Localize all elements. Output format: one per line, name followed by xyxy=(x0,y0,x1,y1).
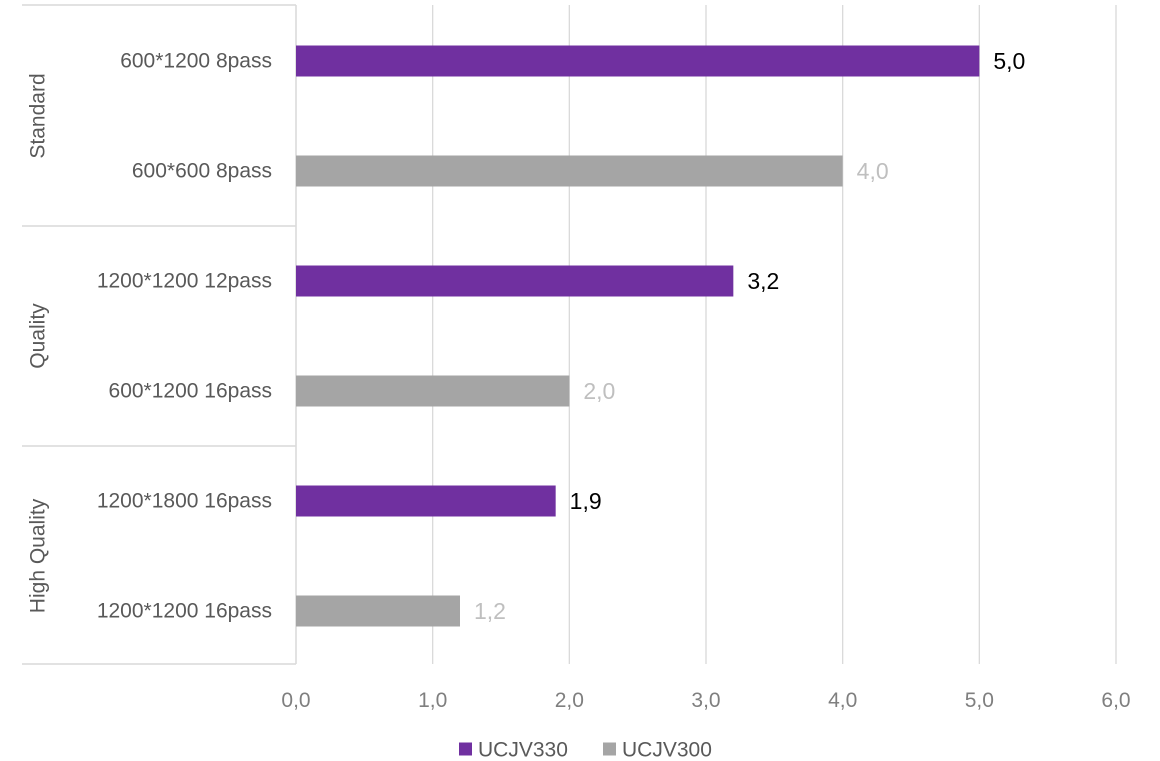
data-label: 5,0 xyxy=(993,48,1025,74)
x-tick-label: 2,0 xyxy=(555,689,584,712)
category-label: 1200*1800 16pass xyxy=(97,490,272,513)
category-label: 1200*1200 12pass xyxy=(97,270,272,293)
x-tick-label: 3,0 xyxy=(691,689,720,712)
bars xyxy=(296,45,980,627)
bar-ucjv330 xyxy=(296,265,734,297)
group-label: High Quality xyxy=(27,498,50,613)
category-label: 600*1200 8pass xyxy=(120,50,272,73)
group-label: Standard xyxy=(27,73,50,158)
x-tick-label: 0,0 xyxy=(281,689,310,712)
bar-ucjv330 xyxy=(296,485,556,517)
legend-swatch-ucjv300 xyxy=(603,742,616,756)
labels: 0,0 1,0 2,0 3,0 4,0 5,0 6,0 600*1200 8pass 5,0 60… xyxy=(27,48,1131,712)
data-label: 4,0 xyxy=(857,158,889,184)
bar-ucjv300 xyxy=(296,155,843,187)
data-label: 3,2 xyxy=(747,268,779,294)
x-tick-label: 4,0 xyxy=(828,689,857,712)
data-label: 2,0 xyxy=(583,378,615,404)
bar-ucjv300 xyxy=(296,375,570,407)
legend-swatch-ucjv330 xyxy=(459,742,472,756)
x-tick-label: 6,0 xyxy=(1101,689,1130,712)
category-label: 600*600 8pass xyxy=(132,160,272,183)
data-label: 1,9 xyxy=(570,488,602,514)
category-label: 600*1200 16pass xyxy=(109,380,272,403)
bar-ucjv330 xyxy=(296,45,980,77)
gridlines xyxy=(432,5,1117,664)
axes xyxy=(22,4,297,665)
data-label: 1,2 xyxy=(474,598,506,624)
bar-ucjv300 xyxy=(296,595,460,627)
legend: UCJV330 UCJV300 xyxy=(459,739,712,761)
x-tick-label: 5,0 xyxy=(965,689,994,712)
group-label: Quality xyxy=(27,303,50,369)
legend-label: UCJV300 xyxy=(622,739,712,761)
x-tick-label: 1,0 xyxy=(418,689,447,712)
category-label: 1200*1200 16pass xyxy=(97,600,272,623)
legend-label: UCJV330 xyxy=(478,739,568,761)
